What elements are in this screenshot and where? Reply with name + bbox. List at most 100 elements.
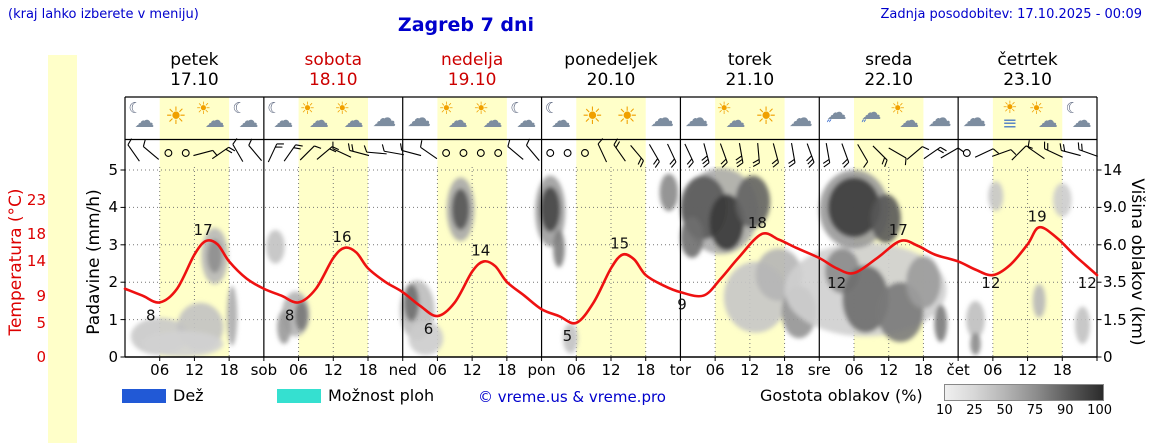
cloud-blob [659,173,679,212]
wind-barb [822,143,831,168]
sun-icon: ☀ [165,102,187,130]
x-tick-label: 18 [913,361,933,379]
wind-barb [684,143,694,168]
weather-icon-sun: ☀ [750,100,784,134]
wind-barb [1011,145,1033,161]
temp-tick-label: 9 [36,286,46,305]
cloud-icon: ☁ [134,108,155,132]
x-tick-label: 12 [184,361,204,379]
density-tick: 100 [1087,403,1112,418]
x-tick-label: pon [527,361,556,379]
weather-icon-sun-cloud: ☀ ☁ [473,100,507,134]
showers-legend-swatch [277,389,321,403]
cloud-blob [1075,306,1091,344]
wind-barb [806,143,815,168]
cloud-blob [226,285,238,346]
temp-tick-label: 5 [36,313,46,332]
calm-circle [181,149,190,157]
x-tick-label: ned [388,361,417,379]
precip-tick-label: 2 [108,273,118,292]
wind-barb [991,149,1017,157]
day-date: 21.10 [725,70,775,90]
page-title: Zagreb 7 dni [397,14,535,36]
x-tick-label: 06 [983,361,1003,379]
weather-icon-sun-cloud: ☀ ☁ [334,100,368,134]
sun-icon: ☀ [755,102,777,130]
sun-icon: ☀ [1028,99,1045,119]
sun-icon: ☀ [195,99,212,119]
precip-tick-label: 3 [108,235,118,254]
cloud-blob [142,330,224,357]
wind-barb [232,138,244,162]
temperature-value-labels: 8 17 8 16 6 14 5 15 9 18 12 17 12 19 12 [146,207,1097,345]
wind-barb [788,143,796,168]
day-date: 22.10 [864,70,914,90]
calm-circle [494,149,503,157]
weather-icon-sun-cloud: ☀ ☁ [1028,100,1062,134]
cloud-icon: ☁ [899,108,920,132]
wind-barb [420,140,438,160]
x-tick-label: 12 [740,361,760,379]
weather-icon-sun: ☀ [160,100,194,134]
density-tick: 10 [936,403,953,418]
cloud-density-gradient [944,384,1104,401]
wind-barb [248,138,263,162]
showers-legend-label: Možnost ploh [328,386,435,405]
calm-circle [581,149,589,157]
cloud-icon: ☁ [447,108,468,132]
weather-icon-cloud-moon: ☾ ☁ [230,100,264,134]
cloud-blob [842,265,889,333]
rain-legend-label: Dež [173,386,204,405]
temp-tick-label: 18 [26,225,46,244]
x-tick-label: 06 [427,361,447,379]
temp-value-label: 12 [827,274,846,292]
weather-icon-sun: ☀ [577,100,611,134]
cloud-blob [970,332,981,356]
weather-icon-cloud-moon: ☾ ☁ [542,100,576,134]
cloud-blob [1032,284,1046,318]
wind-barb [381,144,404,156]
weather-icon-drizzle-cloud: ☁ ″ [854,100,888,134]
cloud-blob [403,284,419,322]
wind-barb [525,138,540,162]
weather-icon-cloud: ☁ [646,100,680,134]
cloud-icon: ☁ [725,108,746,132]
wind-barb [701,143,710,168]
wind-barb [888,147,907,166]
wind-barb [841,143,850,168]
weather-icon-sun: ☀ [611,100,645,134]
x-tick-label: 18 [219,361,239,379]
calm-circle [459,149,468,157]
wind-barb [211,146,236,160]
wind-barb [1077,142,1098,157]
precip-tick-label: 1 [108,310,118,329]
wind-barb [507,139,524,160]
x-tick-label: 18 [497,361,517,379]
x-tick-label: 06 [705,361,725,379]
copyright-link[interactable]: © vreme.us & vreme.pro [478,388,666,406]
day-date: 18.10 [308,70,358,90]
cloud-blob [1053,183,1072,217]
cloud-icon: ☁ [516,108,537,132]
x-tick-label: 12 [879,361,899,379]
sun-icon: ☀ [299,99,316,119]
cloud-blob [709,194,745,251]
weather-icon-cloud: ☁ [403,100,437,134]
day-name: nedelja [440,50,504,70]
day-name: sreda [865,50,913,70]
cloud-blob [562,323,579,354]
weather-icon-cloud: ☁ [681,100,715,134]
cloud-blob [827,177,881,238]
x-tick-label: čet [946,361,970,379]
x-tick-label: 06 [566,361,586,379]
cloud-density-ticks: 10 25 50 75 90 100 [936,403,1112,418]
weather-icon-cloud-moon: ☾ ☁ [264,100,298,134]
x-tick-label: sre [807,361,831,379]
wind-barb [332,141,352,158]
weather-icon-sun-cloud: ☀ ☁ [299,100,333,134]
weather-icon-drizzle-cloud: ☁ ″ [820,100,854,134]
moon-icon: ☾ [544,99,559,117]
cloud-icon: ☁ [684,104,709,132]
wind-barb [872,145,888,167]
temp-value-label: 12 [981,274,1000,292]
